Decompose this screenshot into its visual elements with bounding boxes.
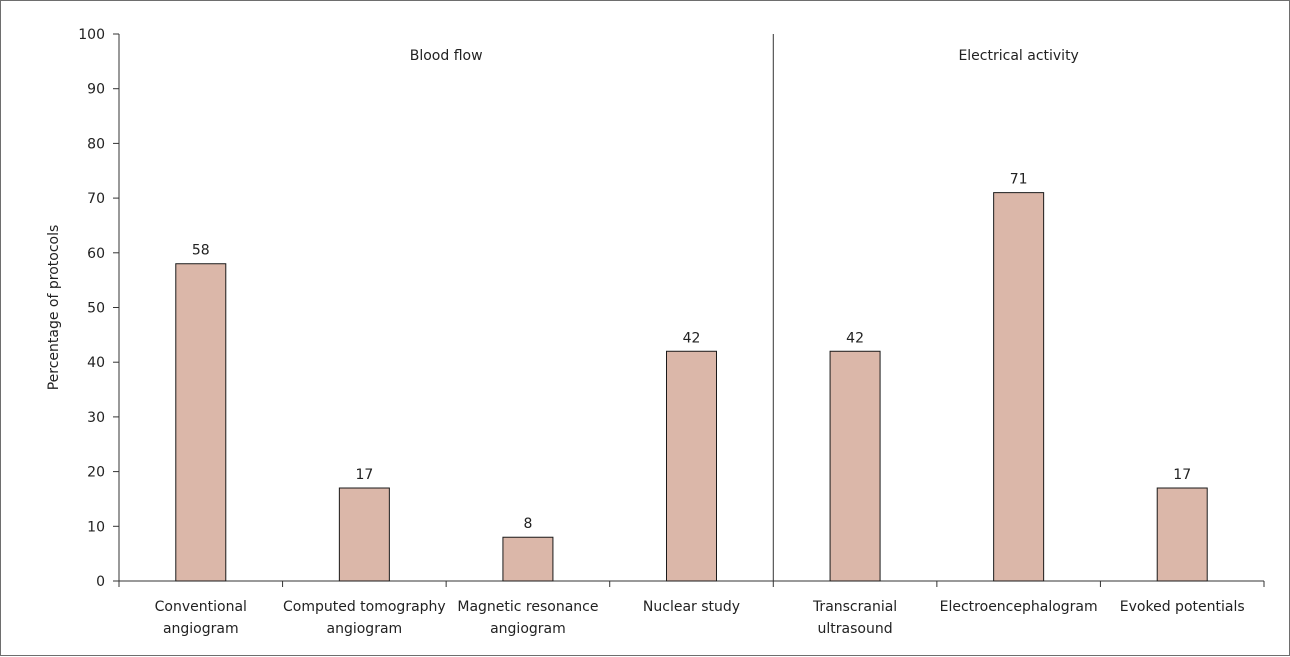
y-tick-label: 60 <box>87 246 105 262</box>
x-tick-label: ultrasound <box>818 621 893 637</box>
y-axis-title: Percentage of protocols <box>46 225 62 391</box>
bar <box>829 350 881 582</box>
x-tick-label: angiogram <box>327 621 403 637</box>
y-tick-label: 90 <box>87 82 105 98</box>
x-tick-label: angiogram <box>163 621 239 637</box>
x-tick-label: Evoked potentials <box>1120 599 1245 615</box>
bar-value-label: 71 <box>1010 172 1028 188</box>
y-tick-label: 30 <box>87 410 105 426</box>
bar <box>502 536 554 582</box>
y-tick-label: 10 <box>87 519 105 535</box>
bar <box>175 263 227 582</box>
bar-value-label: 17 <box>355 467 373 483</box>
x-tick-label: angiogram <box>490 621 566 637</box>
y-tick-label: 0 <box>96 574 105 590</box>
bar-value-label: 42 <box>846 330 864 346</box>
group-label: Electrical activity <box>958 48 1078 64</box>
x-tick-label: Magnetic resonance <box>457 599 598 615</box>
x-tick-label: Electroencephalogram <box>940 599 1098 615</box>
x-tick-label: Nuclear study <box>643 599 740 615</box>
bar <box>338 487 390 582</box>
bar-value-label: 58 <box>192 243 210 259</box>
y-tick-label: 40 <box>87 355 105 371</box>
bar <box>666 350 717 582</box>
bar-value-label: 8 <box>523 516 532 532</box>
x-tick-label: Computed tomography <box>283 599 446 615</box>
y-tick-label: 70 <box>87 191 105 207</box>
y-tick-label: 20 <box>87 465 105 481</box>
y-tick-label: 50 <box>87 301 105 317</box>
y-tick-label: 80 <box>87 136 105 152</box>
bar <box>993 192 1045 582</box>
group-label: Blood flow <box>410 48 483 64</box>
bar-value-label: 17 <box>1173 467 1191 483</box>
bar <box>1156 487 1208 582</box>
y-tick-label: 100 <box>78 27 105 43</box>
bar-value-label: 42 <box>683 330 701 346</box>
x-tick-label: Conventional <box>155 599 247 615</box>
x-tick-label: Transcranial <box>812 599 897 615</box>
